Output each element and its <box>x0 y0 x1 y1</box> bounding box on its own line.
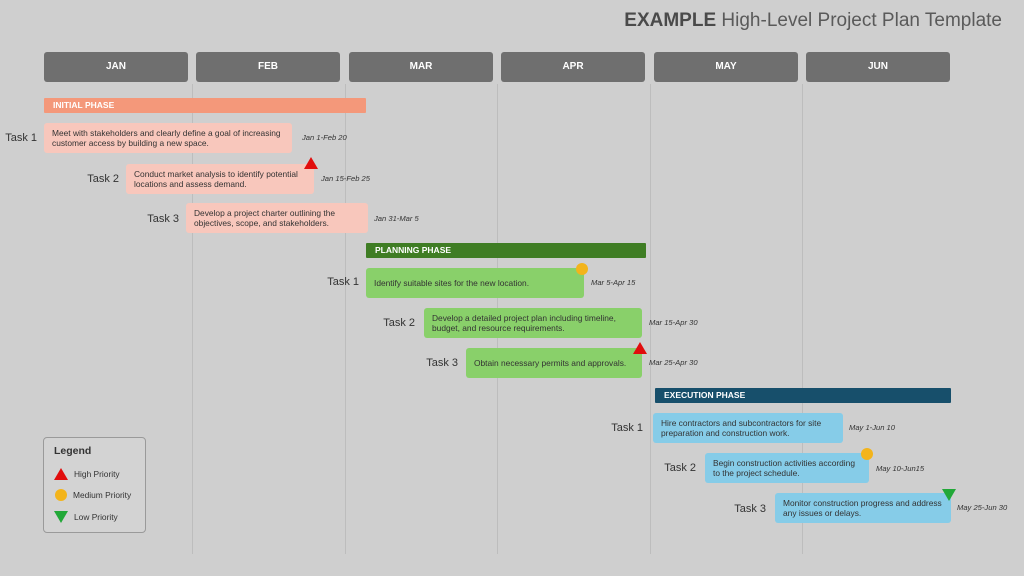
medium-priority-circle-icon <box>576 263 588 275</box>
legend-label: High Priority <box>74 469 120 479</box>
execution-phase-bar: EXECUTION PHASE <box>655 388 951 403</box>
page-title: EXAMPLE High-Level Project Plan Template <box>624 10 1002 31</box>
month-header-jan: JAN <box>44 52 188 82</box>
task-text: Meet with stakeholders and clearly defin… <box>52 127 281 149</box>
task-text: Develop a detailed project plan includin… <box>432 312 616 334</box>
medium-priority-circle-icon <box>55 489 67 501</box>
task-text: Obtain necessary permits and approvals. <box>474 357 627 368</box>
month-header-may: MAY <box>654 52 798 82</box>
low-priority-triangle-icon <box>54 511 68 523</box>
month-header-feb: FEB <box>196 52 340 82</box>
month-header-mar: MAR <box>349 52 493 82</box>
planning-phase-bar: PLANNING PHASE <box>366 243 646 258</box>
task-text: Hire contractors and subcontractors for … <box>661 417 822 439</box>
task-text: Begin construction activities according … <box>713 457 855 479</box>
execution-task-1-bar: Hire contractors and subcontractors for … <box>653 413 843 443</box>
task-text: Monitor construction progress and addres… <box>783 497 942 519</box>
task-dates: May 10-Jun15 <box>876 464 925 473</box>
task-label: Task 2 <box>87 173 119 185</box>
task-dates: Mar 5-Apr 15 <box>591 278 636 287</box>
legend-item-low: Low Priority <box>54 510 118 524</box>
initial-phase-bar: INITIAL PHASE <box>44 98 366 113</box>
task-dates: May 25-Jun 30 <box>957 503 1008 512</box>
grid-line <box>650 84 651 554</box>
task-text: Conduct market analysis to identify pote… <box>134 168 298 190</box>
month-header-jun: JUN <box>806 52 950 82</box>
task-label: Task 3 <box>147 213 179 225</box>
grid-line <box>802 84 803 554</box>
task-label: Task 1 <box>327 276 359 288</box>
task-label: Task 2 <box>383 317 415 329</box>
high-priority-triangle-icon <box>304 157 318 169</box>
legend-item-medium: Medium Priority <box>54 488 131 502</box>
high-priority-triangle-icon <box>54 468 68 480</box>
task-label: Task 1 <box>611 422 643 434</box>
low-priority-triangle-icon <box>942 489 956 501</box>
task-dates: Jan 31-Mar 5 <box>374 214 419 223</box>
task-dates: Mar 25-Apr 30 <box>649 358 698 367</box>
initial-task-3-bar: Develop a project charter outlining the … <box>186 203 368 233</box>
task-dates: Mar 15-Apr 30 <box>649 318 698 327</box>
task-label: Task 3 <box>734 503 766 515</box>
planning-task-2-bar: Develop a detailed project plan includin… <box>424 308 642 338</box>
legend-label: Medium Priority <box>73 490 132 500</box>
initial-task-2-bar: Conduct market analysis to identify pote… <box>126 164 314 194</box>
task-label: Task 1 <box>5 132 37 144</box>
medium-priority-circle-icon <box>861 448 873 460</box>
grid-line <box>345 84 346 554</box>
task-label: Task 3 <box>426 357 458 369</box>
planning-task-1-bar: Identify suitable sites for the new loca… <box>366 268 584 298</box>
task-dates: May 1-Jun 10 <box>849 423 896 432</box>
task-dates: Jan 15-Feb 25 <box>321 174 370 183</box>
planning-task-3-bar: Obtain necessary permits and approvals. <box>466 348 642 378</box>
task-label: Task 2 <box>664 462 696 474</box>
month-header-apr: APR <box>501 52 645 82</box>
high-priority-triangle-icon <box>633 342 647 354</box>
legend-item-high: High Priority <box>54 467 120 481</box>
legend-label: Low Priority <box>74 512 118 522</box>
task-text: Identify suitable sites for the new loca… <box>374 277 530 288</box>
execution-task-2-bar: Begin construction activities according … <box>705 453 869 483</box>
initial-task-1-bar: Meet with stakeholders and clearly defin… <box>44 123 292 153</box>
task-dates: Jan 1-Feb 20 <box>302 133 347 142</box>
grid-line <box>192 84 193 554</box>
execution-task-3-bar: Monitor construction progress and addres… <box>775 493 951 523</box>
legend-title: Legend <box>54 445 92 457</box>
task-text: Develop a project charter outlining the … <box>194 207 336 229</box>
legend: Legend High Priority Medium Priority Low… <box>43 437 146 533</box>
